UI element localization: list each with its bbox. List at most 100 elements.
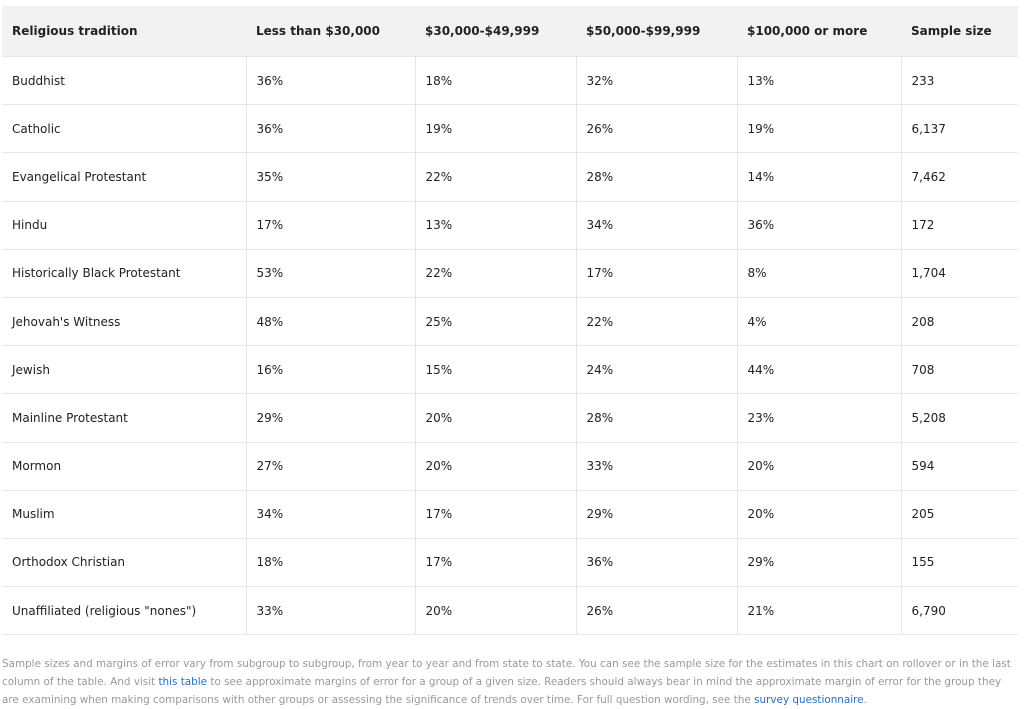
table-cell: Mainline Protestant (2, 393, 246, 442)
table-cell: 16% (245, 345, 415, 394)
table-row: Unaffiliated (religious "nones") 33% 20% 26… (2, 586, 1018, 636)
table-cell: 29% (736, 537, 901, 587)
footnote-link[interactable]: this table (158, 676, 208, 688)
table-cell: 29% (245, 393, 415, 442)
table-cell: 5,208 (900, 393, 1018, 442)
table-cell: 22% (414, 152, 576, 202)
footnote-text: Sample sizes and margins of error vary f… (2, 658, 1011, 688)
table-cell: 13% (736, 55, 901, 105)
table-cell: 208 (900, 296, 1018, 346)
table-cell: 17% (245, 200, 415, 250)
table-cell: 36% (245, 104, 415, 153)
table-row: Catholic 36% 19% 26% 19% 6,137 (2, 104, 1018, 153)
table-cell: 22% (575, 296, 737, 346)
table-cell: 36% (245, 55, 415, 105)
table-cell: 35% (245, 152, 415, 202)
table-row: Evangelical Protestant 35% 22% 28% 14% 7,462 (2, 152, 1018, 202)
table-cell: Unaffiliated (religious "nones") (2, 586, 246, 636)
table-cell: 53% (245, 248, 415, 298)
table-cell: 8% (736, 248, 901, 298)
table-cell: 7,462 (900, 152, 1018, 202)
table-cell: 22% (414, 248, 576, 298)
table-cell: 172 (900, 200, 1018, 250)
table-cell: 17% (414, 537, 576, 587)
table-cell: Hindu (2, 200, 246, 250)
table-row: Muslim 34% 17% 29% 20% 205 (2, 489, 1018, 539)
table-cell: 15% (414, 345, 576, 394)
table-cell: 21% (736, 586, 901, 636)
table-cell: 24% (575, 345, 737, 394)
header-cell: Religious tradition (2, 6, 246, 57)
table-cell: 36% (736, 200, 901, 250)
table-cell: 155 (900, 537, 1018, 587)
table-cell: 17% (414, 489, 576, 539)
table-container: Religious tradition Less than $30,000 $30,… (2, 6, 1018, 636)
table-cell: Historically Black Protestant (2, 248, 246, 298)
table-row: Mainline Protestant 29% 20% 28% 23% 5,208 (2, 393, 1018, 442)
footnote-text: to see approximate margins of error for … (2, 676, 1002, 706)
table-row: Jewish 16% 15% 24% 44% 708 (2, 345, 1018, 394)
table-cell: Jewish (2, 345, 246, 394)
table-cell: Muslim (2, 489, 246, 539)
table-cell: 29% (575, 489, 737, 539)
table-cell: 23% (736, 393, 901, 442)
table-cell: 33% (245, 586, 415, 636)
table-head: Religious tradition Less than $30,000 $30,… (2, 6, 1018, 57)
table-cell: 13% (414, 200, 576, 250)
table-cell: Catholic (2, 104, 246, 153)
table-cell: Buddhist (2, 55, 246, 105)
footnote-text: . (863, 694, 867, 706)
table-cell: 48% (245, 296, 415, 346)
table-cell: 34% (245, 489, 415, 539)
header-cell: Sample size (901, 6, 1018, 57)
table-cell: 14% (736, 152, 901, 202)
table-body: Buddhist 36% 18% 32% 13% 233 Catholic 36% 19% 26%… (2, 55, 1018, 636)
table-cell: 19% (414, 104, 576, 153)
table-cell: 20% (736, 489, 901, 539)
table-cell: 32% (575, 55, 737, 105)
table-cell: 18% (414, 55, 576, 105)
header-cell: $100,000 or more (737, 6, 901, 57)
table-row: Historically Black Protestant 53% 22% 17% 8%… (2, 248, 1018, 298)
table-cell: 36% (575, 537, 737, 587)
table-row: Hindu 17% 13% 34% 36% 172 (2, 200, 1018, 250)
table-cell: Mormon (2, 441, 246, 491)
table-cell: 20% (736, 441, 901, 491)
table-row: Buddhist 36% 18% 32% 13% 233 (2, 55, 1018, 105)
table-cell: Evangelical Protestant (2, 152, 246, 202)
table-cell: 205 (900, 489, 1018, 539)
table-cell: 28% (575, 393, 737, 442)
footnote: Sample sizes and margins of error vary f… (2, 655, 1018, 709)
table-cell: Jehovah's Witness (2, 296, 246, 346)
table-cell: Orthodox Christian (2, 537, 246, 587)
table-cell: 33% (575, 441, 737, 491)
table-cell: 17% (575, 248, 737, 298)
table-cell: 20% (414, 586, 576, 636)
table-cell: 6,137 (900, 104, 1018, 153)
table-cell: 1,704 (900, 248, 1018, 298)
table-cell: 34% (575, 200, 737, 250)
table-cell: 594 (900, 441, 1018, 491)
header-cell: Less than $30,000 (246, 6, 415, 57)
table-cell: 28% (575, 152, 737, 202)
header-row: Religious tradition Less than $30,000 $30,… (2, 6, 1018, 57)
table-row: Mormon 27% 20% 33% 20% 594 (2, 441, 1018, 491)
header-cell: $50,000-$99,999 (576, 6, 737, 57)
header-cell: $30,000-$49,999 (415, 6, 576, 57)
table-cell: 19% (736, 104, 901, 153)
table-row: Orthodox Christian 18% 17% 36% 29% 155 (2, 537, 1018, 587)
footnote-link[interactable]: survey questionnaire (754, 694, 864, 706)
table-cell: 26% (575, 586, 737, 636)
table-cell: 18% (245, 537, 415, 587)
table-cell: 20% (414, 393, 576, 442)
table-cell: 20% (414, 441, 576, 491)
table-cell: 708 (900, 345, 1018, 394)
table-cell: 233 (900, 55, 1018, 105)
table-row: Jehovah's Witness 48% 25% 22% 4% 208 (2, 296, 1018, 346)
income-table: Religious tradition Less than $30,000 $30,… (2, 6, 1018, 636)
table-cell: 44% (736, 345, 901, 394)
table-cell: 4% (736, 296, 901, 346)
table-cell: 25% (414, 296, 576, 346)
table-cell: 26% (575, 104, 737, 153)
